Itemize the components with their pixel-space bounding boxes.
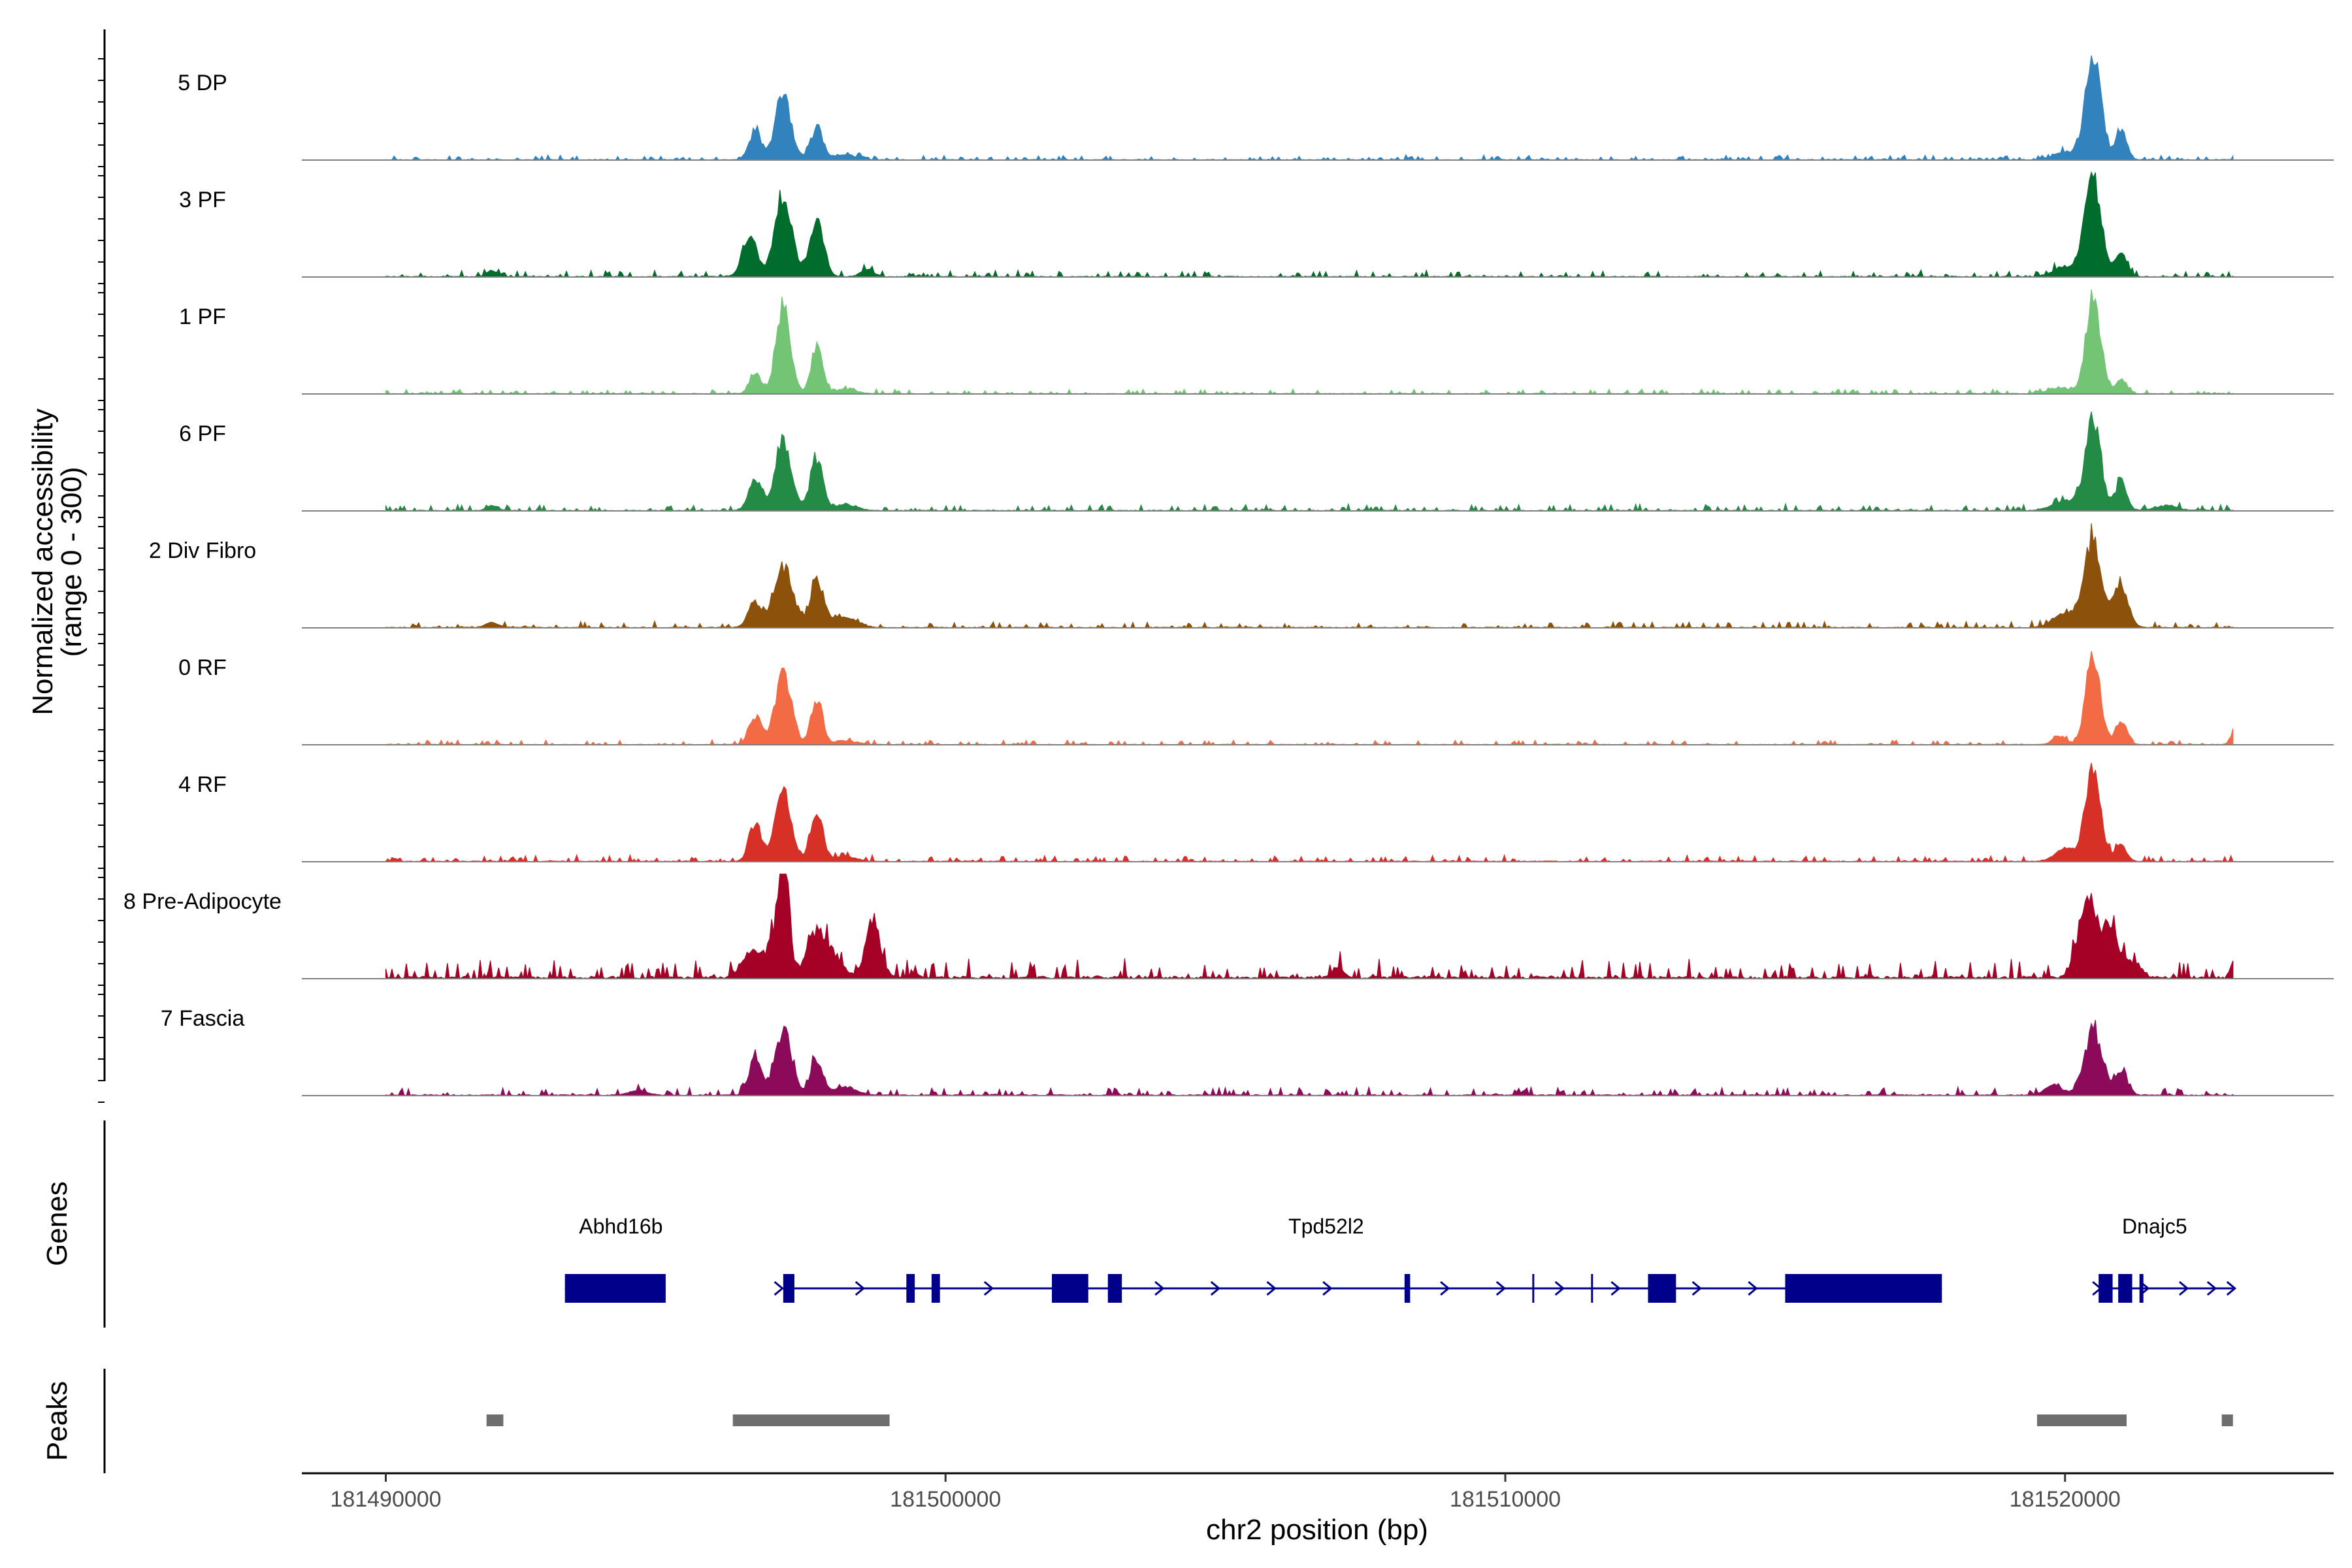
x-axis: 181490000 181500000 181510000 181520000 chr… [302, 1472, 2334, 1546]
strand-arrow [1154, 1281, 1165, 1296]
gene-label-tpd52l2: Tpd52l2 [1288, 1215, 1364, 1238]
track-signal-8-pre-adipocyte [385, 874, 2234, 980]
strand-arrow [1691, 1281, 1702, 1296]
peak-regions [486, 1414, 2233, 1426]
gene-exon [1648, 1274, 1676, 1303]
x-tick-label: 181500000 [890, 1487, 1001, 1512]
track-signal-0-rf [385, 651, 2234, 746]
track-6-pf: 6 PF [179, 411, 2334, 512]
track-label-0-rf: 0 RF [178, 655, 227, 680]
gene-exon [1052, 1274, 1088, 1303]
strand-arrow [855, 1281, 866, 1296]
peaks-panel: Peaks [41, 1369, 2233, 1473]
strand-arrow [2206, 1281, 2217, 1296]
strand-arrow [2140, 1281, 2150, 1296]
strand-arrow [1322, 1281, 1333, 1296]
track-label-5-dp: 5 DP [178, 71, 227, 95]
track-label-7-fascia: 7 Fascia [161, 1006, 245, 1031]
x-tick-label: 181520000 [2010, 1487, 2121, 1512]
strand-arrow [566, 1281, 577, 1296]
track-label-6-pf: 6 PF [179, 421, 226, 446]
strand-arrow [1440, 1281, 1450, 1296]
x-tick-label: 181510000 [1450, 1487, 1561, 1512]
track-7-fascia: 7 Fascia [161, 1006, 2334, 1097]
strand-arrow [1495, 1281, 1507, 1296]
track-label-2-div-fibro: 2 Div Fibro [149, 538, 256, 563]
genes-panel: Genes Abhd16b Tpd52l2 Dnajc5 [41, 1120, 2237, 1328]
track-signal-1-pf [385, 289, 2234, 395]
gene-exon [2118, 1274, 2132, 1303]
gene-exon [931, 1274, 940, 1303]
gene-abhd16b: Abhd16b [564, 1215, 666, 1303]
gene-exon [2139, 1274, 2144, 1303]
y-axis-title-line2: (range 0 - 300) [56, 466, 88, 657]
genes-panel-title: Genes [41, 1181, 73, 1266]
gene-exon [906, 1274, 915, 1303]
peaks-panel-title: Peaks [41, 1381, 73, 1461]
gene-label-dnajc5: Dnajc5 [2122, 1215, 2187, 1238]
peak-region [2036, 1414, 2127, 1426]
track-y-axis [98, 29, 106, 1103]
track-signal-7-fascia [385, 1020, 2234, 1097]
track-4-rf: 4 RF [178, 762, 2334, 863]
track-3-pf: 3 PF [179, 171, 2334, 278]
strand-arrow [2092, 1281, 2102, 1296]
track-signal-4-rf [385, 762, 2234, 863]
track-label-3-pf: 3 PF [179, 188, 226, 212]
gene-models: Abhd16b Tpd52l2 Dnajc5 [564, 1215, 2237, 1303]
strand-arrow [2179, 1281, 2189, 1296]
gene-exon [2099, 1274, 2113, 1303]
gene-exon [1785, 1274, 1942, 1303]
strand-arrow [1266, 1281, 1277, 1296]
gene-exon [564, 1274, 666, 1303]
track-signal-2-div-fibro [385, 523, 2234, 629]
track-signal-5-dp [385, 55, 2234, 161]
track-5-dp: 5 DP [178, 55, 2334, 161]
x-ticks: 181490000 181500000 181510000 181520000 [330, 1473, 2121, 1512]
peak-region [2221, 1414, 2233, 1426]
track-label-8-pre-adipocyte: 8 Pre-Adipocyte [123, 889, 282, 914]
track-8-pre-adipocyte: 8 Pre-Adipocyte [123, 874, 2334, 980]
x-axis-title: chr2 position (bp) [1206, 1514, 1428, 1546]
strand-arrow [1610, 1281, 1621, 1296]
track-label-4-rf: 4 RF [178, 772, 227, 797]
track-2-div-fibro: 2 Div Fibro [149, 523, 2334, 629]
strand-arrow [2226, 1281, 2237, 1296]
peak-region [732, 1414, 890, 1426]
track-signal-6-pf [385, 411, 2234, 512]
coverage-tracks: 5 DP 3 PF 1 PF 6 PF 2 Div Fibro 0 RF 4 RF 8 Pre… [123, 55, 2334, 1097]
gene-exon [783, 1274, 794, 1303]
gene-label-abhd16b: Abhd16b [579, 1215, 662, 1238]
track-label-1-pf: 1 PF [179, 304, 226, 329]
gene-exon [1107, 1274, 1122, 1303]
strand-arrow [774, 1281, 784, 1296]
x-tick-label: 181490000 [330, 1487, 441, 1512]
strand-arrow [1554, 1281, 1565, 1296]
strand-arrow [983, 1281, 994, 1296]
gene-exon [1404, 1274, 1411, 1303]
strand-arrow [1748, 1281, 1758, 1296]
y-axis-title: Normalized accessibility (range 0 - 300) [27, 408, 88, 715]
gene-tpd52l2: Tpd52l2 [774, 1215, 1942, 1303]
peak-region [486, 1414, 504, 1426]
gene-dnajc5: Dnajc5 [2092, 1215, 2237, 1303]
strand-arrow [1210, 1281, 1221, 1296]
track-1-pf: 1 PF [179, 289, 2334, 395]
y-axis-title-line1: Normalized accessibility [27, 408, 59, 715]
track-0-rf: 0 RF [178, 651, 2334, 746]
track-signal-3-pf [385, 171, 2234, 278]
